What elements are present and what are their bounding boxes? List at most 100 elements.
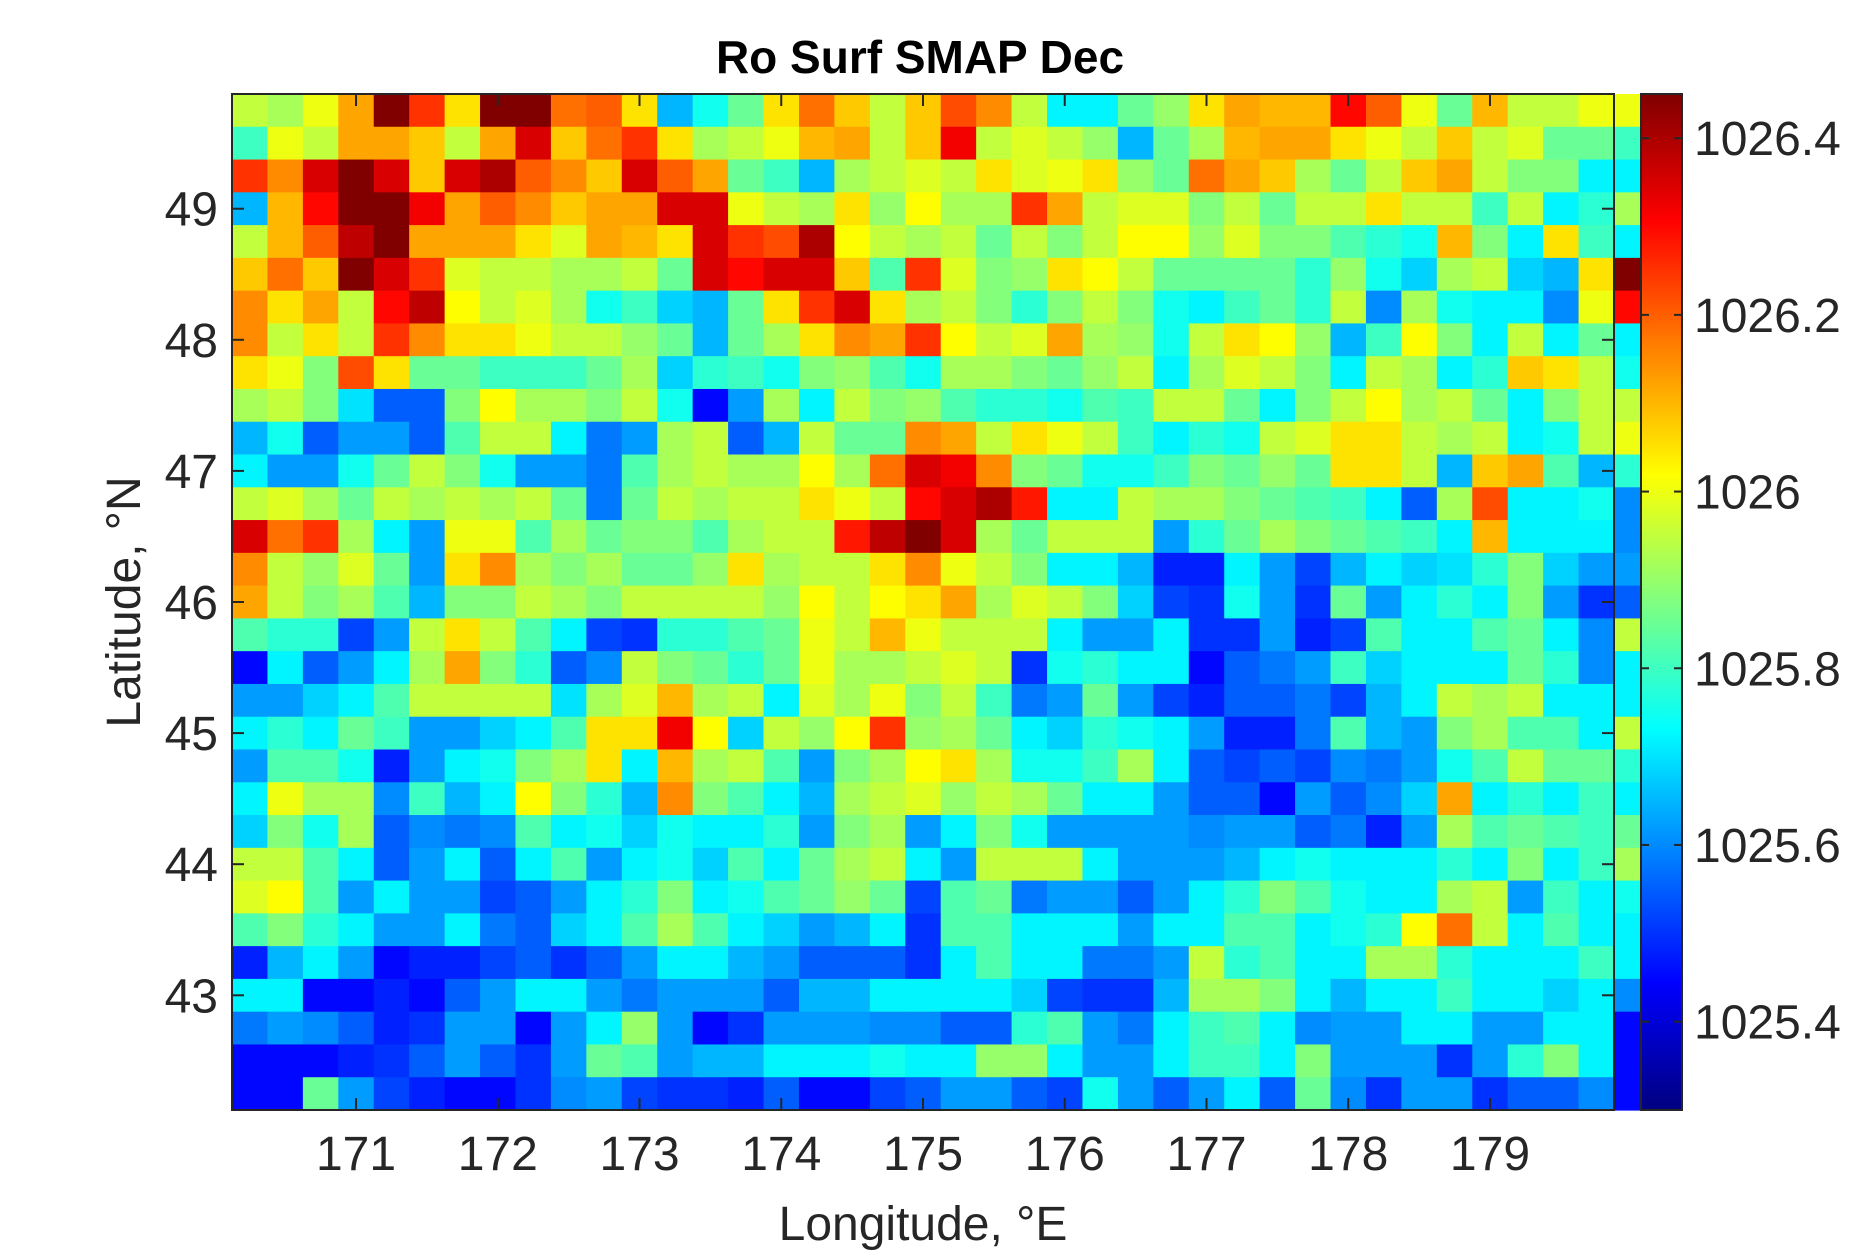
heatmap-cell [480, 192, 517, 226]
heatmap-cell [338, 651, 375, 685]
heatmap-cell [692, 683, 729, 718]
heatmap-cell [480, 552, 517, 587]
heatmap-cell [1295, 552, 1332, 587]
heatmap-cell [586, 454, 623, 488]
heatmap-cell [1365, 421, 1402, 456]
heatmap-cell [550, 487, 587, 521]
heatmap-cell [763, 1044, 800, 1078]
heatmap-cell [1436, 421, 1473, 456]
heatmap-cell [1365, 323, 1402, 357]
heatmap-cell [763, 356, 800, 390]
heatmap-cell [338, 126, 375, 161]
heatmap-cell [1436, 94, 1473, 128]
heatmap-cell [905, 126, 942, 161]
heatmap-cell [728, 520, 765, 554]
heatmap-cell [1436, 225, 1473, 259]
heatmap-cell [1578, 225, 1615, 259]
heatmap-cell [1401, 880, 1438, 914]
colorbar-tick-label: 1025.4 [1694, 997, 1841, 1050]
heatmap-cell [763, 225, 800, 259]
heatmap-cell [409, 257, 446, 292]
heatmap-cell [550, 159, 587, 193]
heatmap-cell [834, 388, 871, 423]
heatmap-cell [1047, 257, 1084, 292]
heatmap-cell [302, 520, 339, 554]
heatmap-cell [444, 388, 481, 423]
heatmap-cell [798, 1077, 836, 1111]
heatmap-cell [1436, 880, 1473, 914]
heatmap-cell [515, 454, 552, 488]
x-tick-label: 178 [1308, 1128, 1388, 1181]
heatmap-cell [1224, 520, 1261, 554]
heatmap-cell [1507, 815, 1544, 849]
heatmap-cell [338, 487, 375, 521]
heatmap-cell [1047, 159, 1084, 193]
heatmap-cell [409, 815, 446, 849]
heatmap-cell [940, 421, 977, 456]
heatmap-cell [1047, 815, 1084, 849]
heatmap-cell [692, 520, 729, 554]
heatmap-cell [1436, 978, 1473, 1013]
heatmap-cell [834, 782, 871, 816]
heatmap-cell [1011, 683, 1048, 718]
heatmap-cell [1153, 1044, 1190, 1078]
heatmap-cell [1436, 618, 1473, 652]
heatmap-cell [338, 749, 375, 783]
x-axis-ticks: 171 172 173 174 175 176 177 178 179 [316, 94, 1530, 1181]
heatmap-cell [1295, 847, 1332, 882]
heatmap-cell [728, 159, 765, 193]
heatmap-cell [1295, 946, 1332, 980]
heatmap-cell [1224, 552, 1261, 587]
heatmap-cell [692, 290, 729, 325]
heatmap-cell [763, 815, 800, 849]
heatmap-cell [1188, 880, 1225, 914]
heatmap-cell [1330, 323, 1367, 357]
heatmap-cell [1047, 1011, 1084, 1046]
heatmap-cell [1401, 323, 1438, 357]
heatmap-cell [480, 257, 517, 292]
heatmap-cell [1188, 487, 1225, 521]
heatmap-cell [550, 1011, 587, 1046]
heatmap-cell [586, 323, 623, 357]
heatmap-cell [1330, 749, 1367, 783]
heatmap-cell [1047, 192, 1084, 226]
heatmap-cell [515, 1044, 552, 1078]
heatmap-cell [976, 192, 1013, 226]
heatmap-cell [515, 126, 552, 161]
heatmap-cell [338, 618, 375, 652]
heatmap-cell [1153, 257, 1190, 292]
heatmap-cell [302, 290, 339, 325]
heatmap-cell [1330, 880, 1367, 914]
heatmap-cell [621, 683, 658, 718]
heatmap-cell [1259, 126, 1296, 161]
heatmap-cell [1224, 290, 1261, 325]
heatmap-cell [373, 847, 410, 882]
heatmap-cell [1295, 585, 1332, 619]
heatmap-cell [1259, 782, 1296, 816]
heatmap-cell [621, 520, 658, 554]
heatmap-cell [940, 1011, 977, 1046]
heatmap-cell [869, 290, 906, 325]
heatmap-cell [1047, 225, 1084, 259]
heatmap-cell [1507, 1044, 1544, 1078]
heatmap-cell [232, 487, 269, 521]
heatmap-cell [1543, 782, 1580, 816]
heatmap-cell [940, 716, 977, 751]
heatmap-cell [869, 913, 906, 947]
heatmap-cell [728, 782, 765, 816]
heatmap-cell [373, 192, 410, 226]
heatmap-cell [621, 159, 658, 193]
heatmap-cell [1472, 815, 1509, 849]
heatmap-cell [1578, 421, 1615, 456]
heatmap-cell [338, 782, 375, 816]
heatmap-cell [302, 257, 339, 292]
heatmap-cell [1011, 225, 1048, 259]
heatmap-cell [267, 192, 304, 226]
heatmap-cell [1153, 94, 1190, 128]
heatmap-cell [1117, 618, 1154, 652]
heatmap-cell [905, 487, 942, 521]
heatmap-cell [1436, 1044, 1473, 1078]
x-tick-label: 171 [316, 1128, 396, 1181]
heatmap-cell [1153, 585, 1190, 619]
heatmap-cell [1401, 651, 1438, 685]
